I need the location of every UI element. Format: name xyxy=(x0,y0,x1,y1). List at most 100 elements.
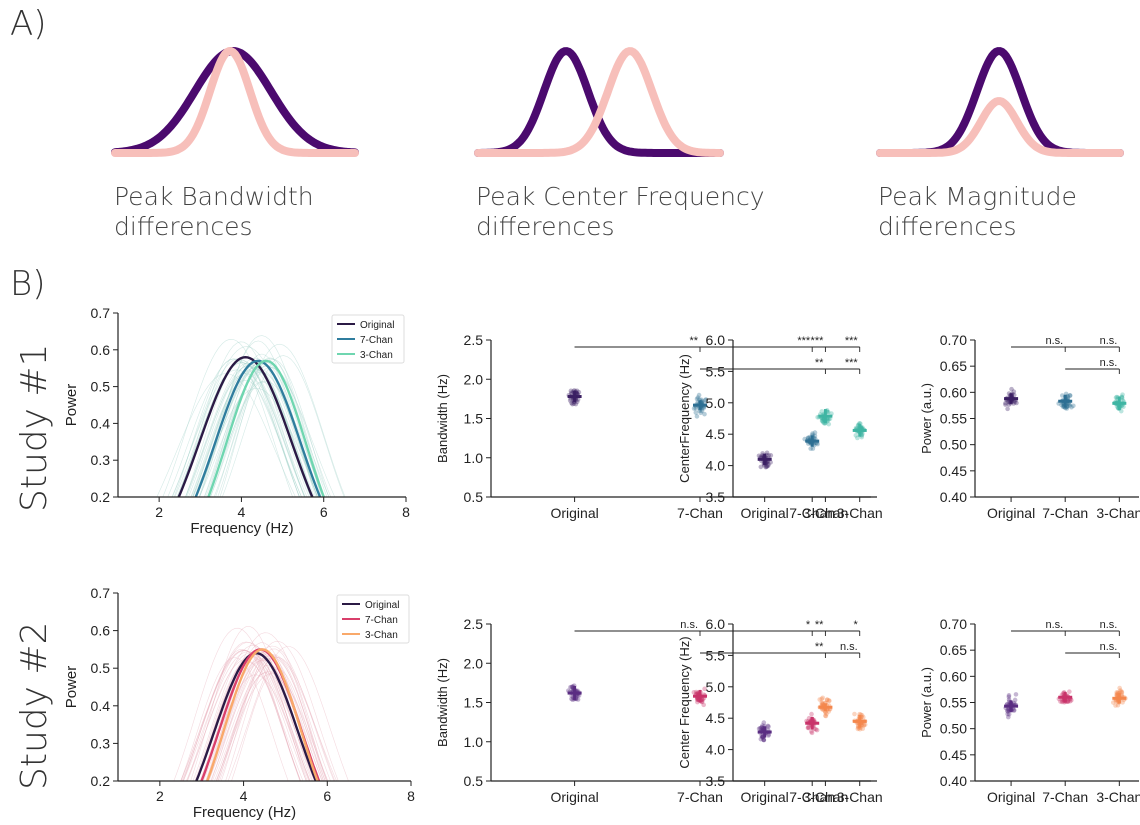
x-tick-label: 3-Chan xyxy=(837,789,883,805)
data-point xyxy=(1066,402,1072,407)
y-tick-label: 6.0 xyxy=(706,332,726,348)
significance-label: n.s. xyxy=(680,619,698,631)
data-point xyxy=(819,418,825,424)
y-tick-label: 1.0 xyxy=(464,450,484,466)
data-point xyxy=(1058,699,1063,704)
plot-area xyxy=(173,626,349,781)
individual-curve xyxy=(183,651,313,781)
individual-curve xyxy=(219,358,322,497)
y-tick-label: 0.5 xyxy=(464,489,484,505)
y-tick-label: 0.45 xyxy=(940,747,967,763)
data-point xyxy=(766,462,771,467)
legend-label: 7-Chan xyxy=(365,615,398,626)
data-point xyxy=(1067,689,1072,694)
individual-curve xyxy=(185,373,306,497)
individual-curve xyxy=(180,649,307,781)
individual-curve xyxy=(208,653,323,781)
center-frequency-caption-line2: differences xyxy=(476,212,615,241)
bandwidth-illustration xyxy=(111,46,359,157)
data-point xyxy=(761,720,767,725)
data-point xyxy=(569,684,575,690)
dot-plot: 0.40 0.45 0.50 0.55 0.60 0.65 0.70 Original 7-Ch… xyxy=(919,616,1140,805)
data-point xyxy=(1067,698,1073,704)
significance-label: ** xyxy=(815,619,824,631)
y-tick-label: 0.6 xyxy=(91,623,111,639)
data-point xyxy=(701,405,706,411)
x-tick-label: 3-Chan xyxy=(1096,789,1140,805)
data-point xyxy=(805,436,811,441)
data-point xyxy=(1006,714,1011,720)
individual-curve xyxy=(194,661,301,781)
significance-label: n.s. xyxy=(1100,641,1118,653)
data-point xyxy=(1115,702,1121,708)
data-point xyxy=(810,446,816,451)
individual-curve xyxy=(185,652,316,781)
individual-curve xyxy=(185,362,311,497)
data-point xyxy=(820,418,825,424)
data-point xyxy=(860,726,866,732)
data-point xyxy=(1005,406,1010,412)
spectrum-chart: 0.2 0.3 0.4 0.5 0.6 0.7 2 4 6 8 Frequency (Hz) Powe… xyxy=(63,305,410,537)
data-point xyxy=(1011,707,1017,713)
data-point xyxy=(693,689,699,695)
legend: Original 7-Chan 3-Chan xyxy=(336,594,410,644)
individual-curve xyxy=(211,664,326,781)
x-tick-label: Original xyxy=(550,505,598,521)
individual-curve xyxy=(217,359,330,497)
y-tick-label: 0.70 xyxy=(940,332,967,348)
individual-curve xyxy=(186,365,310,497)
x-tick-label: 8 xyxy=(407,788,415,804)
data-point xyxy=(575,397,581,402)
data-point xyxy=(809,711,814,717)
data-point xyxy=(812,430,818,435)
data-point xyxy=(1009,386,1014,392)
y-tick-label: 0.4 xyxy=(91,415,111,431)
y-tick-label: 5.0 xyxy=(706,395,726,411)
y-tick-label: 0.60 xyxy=(940,668,967,684)
data-point xyxy=(1004,708,1010,713)
data-point xyxy=(765,463,771,469)
y-tick-label: 4.5 xyxy=(706,426,726,442)
individual-curve xyxy=(192,366,312,497)
dot-plot: 0.40 0.45 0.50 0.55 0.60 0.65 0.70 Original 7-Ch… xyxy=(919,332,1140,521)
individual-curve xyxy=(172,358,306,497)
individual-curve xyxy=(185,360,300,497)
data-point xyxy=(819,700,825,705)
y-tick-label: 0.60 xyxy=(940,384,967,400)
individual-curve xyxy=(186,649,301,781)
individual-curve xyxy=(205,364,323,497)
x-tick-label: Original xyxy=(550,789,598,805)
series-line-original xyxy=(195,651,318,781)
y-tick-label: 0.55 xyxy=(940,411,967,427)
significance-label: ** xyxy=(815,357,824,369)
individual-curve xyxy=(214,671,323,781)
data-point xyxy=(764,463,770,469)
bandwidth-caption: Peak Bandwidth differences xyxy=(114,182,314,242)
individual-curve xyxy=(156,373,296,497)
center-frequency-illustration xyxy=(474,47,724,157)
individual-curve xyxy=(176,362,308,497)
data-point xyxy=(569,391,575,397)
significance-label: n.s. xyxy=(1045,619,1063,631)
data-point xyxy=(812,433,818,439)
individual-curve xyxy=(225,656,326,781)
data-point xyxy=(1003,400,1008,406)
data-point xyxy=(823,713,829,719)
significance-label: *** xyxy=(845,335,859,347)
curve-light xyxy=(876,97,1124,157)
data-point xyxy=(694,396,700,402)
panel-b-label: B) xyxy=(10,264,46,304)
individual-curve xyxy=(207,380,324,497)
y-tick-label: 0.4 xyxy=(91,698,111,714)
data-point xyxy=(805,435,811,441)
y-tick-label: 2.5 xyxy=(464,332,484,348)
individual-curve xyxy=(176,362,306,497)
individual-curve xyxy=(227,646,349,781)
data-point xyxy=(1011,700,1017,706)
data-point xyxy=(1121,404,1126,410)
y-tick-label: 0.7 xyxy=(91,585,111,601)
spectrum-chart: 0.2 0.3 0.4 0.5 0.6 0.7 2 4 6 8 Frequency (Hz) Powe… xyxy=(63,585,415,821)
data-point xyxy=(575,697,581,702)
x-tick-label: 6 xyxy=(320,504,328,520)
